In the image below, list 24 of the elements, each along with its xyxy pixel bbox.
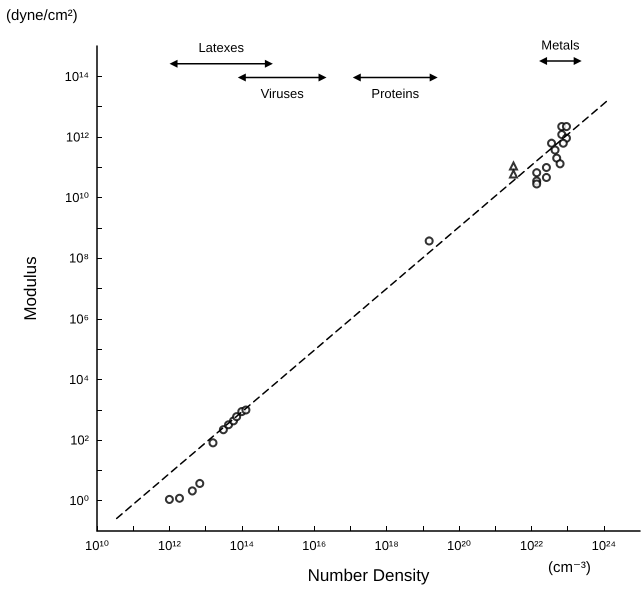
y-tick-label: 10⁴ — [68, 372, 89, 387]
y-tick-label: 10⁸ — [69, 250, 89, 266]
y-tick-label: 10⁶ — [69, 311, 89, 326]
series-label: Metals — [541, 38, 580, 52]
y-tick-label: 10⁰ — [69, 493, 89, 508]
x-tick-label: 10¹⁴ — [230, 538, 254, 553]
x-tick-label: 10²⁰ — [446, 538, 472, 553]
y-tick-label: 10¹⁴ — [64, 68, 89, 84]
text: (dyne/cm²) — [6, 7, 78, 24]
x-tick-label: 10¹² — [158, 538, 182, 553]
x-tick-label: 10¹⁸ — [374, 538, 399, 553]
series-label: Viruses — [260, 86, 304, 102]
series-label: Latexes — [198, 40, 244, 56]
y-axis-title: Modulus — [21, 256, 40, 321]
y-tick-label: 10¹⁰ — [64, 190, 89, 206]
y-tick-label: 10² — [70, 432, 90, 448]
x-tick-label: 10²⁴ — [592, 538, 616, 553]
text: (cm⁻³) — [548, 559, 591, 576]
x-tick-label: 10¹⁰ — [84, 538, 110, 553]
y-tick-label: 10¹² — [66, 129, 90, 144]
x-tick-label: 10²² — [520, 538, 544, 553]
x-tick-label: 10¹⁶ — [302, 538, 326, 553]
x-axis-title: Number Density — [308, 566, 430, 585]
series-label: Proteins — [371, 86, 420, 102]
